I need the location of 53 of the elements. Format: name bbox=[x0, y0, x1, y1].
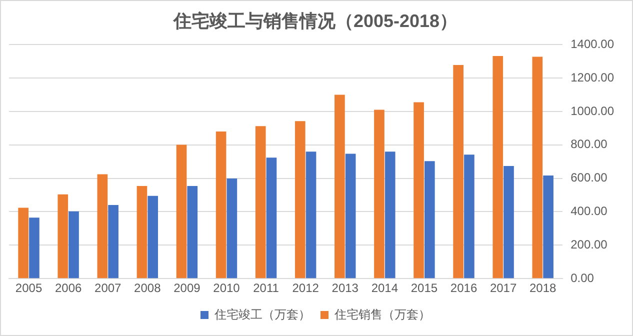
bar bbox=[29, 218, 40, 278]
bar bbox=[464, 154, 474, 278]
chart-title: 住宅竣工与销售情况（2005-2018） bbox=[172, 10, 458, 31]
bar bbox=[306, 152, 316, 278]
bar bbox=[136, 186, 148, 278]
bar bbox=[148, 196, 158, 278]
y-tick-label: 600.00 bbox=[570, 170, 608, 185]
bar bbox=[58, 194, 68, 278]
x-tick-label: 2012 bbox=[292, 281, 320, 296]
x-tick-label: 2006 bbox=[54, 281, 82, 296]
bar bbox=[532, 56, 543, 278]
bar bbox=[108, 205, 118, 278]
bar bbox=[18, 208, 28, 278]
bar bbox=[453, 64, 464, 278]
x-tick-label: 2013 bbox=[332, 281, 359, 296]
bar bbox=[255, 126, 266, 278]
bar bbox=[345, 154, 356, 278]
y-tick-label: 0.00 bbox=[570, 270, 594, 285]
bar bbox=[294, 121, 306, 278]
bar bbox=[68, 211, 79, 278]
y-tick-label: 800.00 bbox=[570, 137, 608, 152]
bar bbox=[492, 56, 504, 278]
y-tick-label: 400.00 bbox=[570, 204, 608, 218]
legend-label: 住宅竣工（万套） bbox=[214, 307, 310, 322]
bar bbox=[187, 186, 198, 278]
bar bbox=[424, 161, 435, 278]
bar bbox=[226, 178, 238, 278]
x-tick-label: 2015 bbox=[410, 281, 438, 296]
bar bbox=[374, 110, 384, 278]
x-tick-label: 2014 bbox=[371, 281, 398, 296]
legend-label: 住宅销售（万套） bbox=[334, 307, 430, 322]
x-tick-label: 2005 bbox=[15, 281, 42, 296]
bar bbox=[384, 152, 396, 278]
x-tick-label: 2011 bbox=[253, 281, 280, 296]
bar bbox=[414, 102, 424, 278]
y-tick-label: 200.00 bbox=[570, 237, 608, 252]
x-tick-label: 2010 bbox=[213, 281, 240, 296]
bar bbox=[504, 166, 514, 278]
x-tick-label: 2009 bbox=[174, 281, 201, 296]
x-tick-label: 2016 bbox=[450, 281, 478, 296]
x-tick-label: 2017 bbox=[490, 281, 517, 296]
bar bbox=[176, 144, 187, 278]
x-tick-label: 2008 bbox=[134, 281, 162, 296]
y-tick-label: 1000.00 bbox=[570, 104, 614, 118]
y-tick-label: 1200.00 bbox=[570, 70, 614, 84]
bar bbox=[334, 94, 345, 278]
bar bbox=[266, 158, 277, 278]
bar bbox=[97, 174, 108, 278]
x-tick-label: 2018 bbox=[530, 281, 557, 296]
bar bbox=[543, 175, 554, 278]
x-tick-label: 2007 bbox=[94, 281, 122, 296]
bar bbox=[216, 132, 226, 278]
y-tick-label: 1400.00 bbox=[570, 36, 614, 51]
